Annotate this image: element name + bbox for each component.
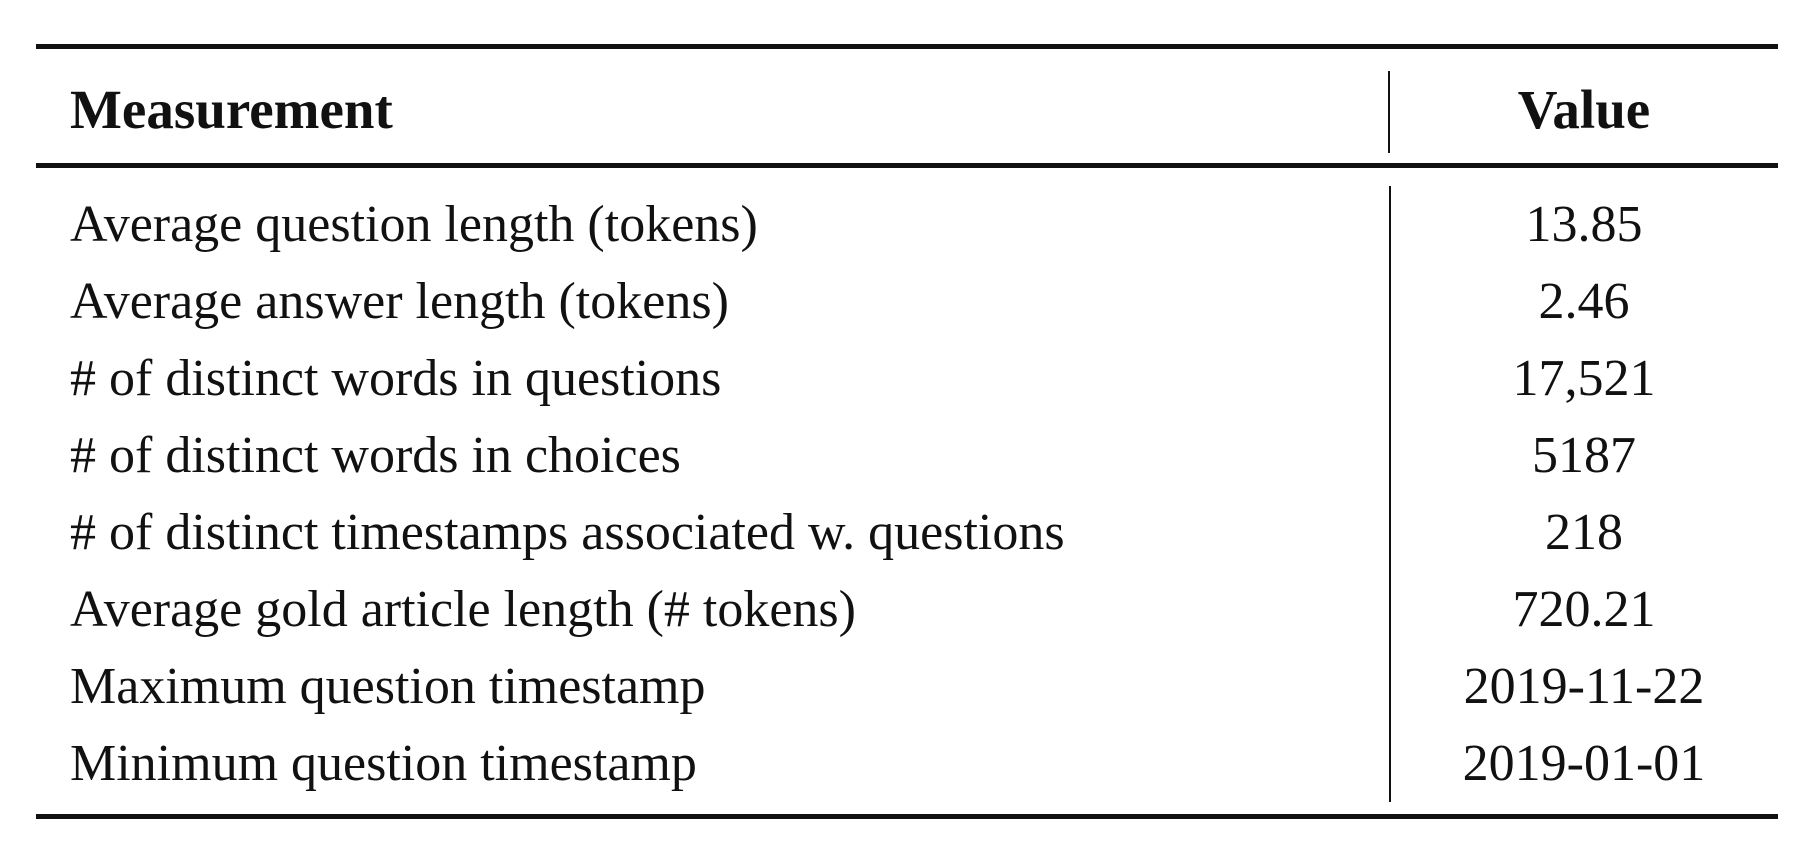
measurement-cell: Average gold article length (# tokens) — [70, 581, 856, 638]
measurement-cell: # of distinct words in choices — [70, 427, 681, 484]
value-cell: 2.46 — [1538, 273, 1630, 330]
measurement-cell: # of distinct words in questions — [70, 350, 722, 407]
bottom-rule — [36, 814, 1778, 819]
body-column-divider — [1389, 186, 1391, 802]
table-row: Maximum question timestamp 2019-11-22 — [36, 648, 1778, 725]
value-cell: 2019-11-22 — [1463, 658, 1705, 715]
header-column-divider — [1388, 71, 1390, 153]
table-body: Average question length (tokens) 13.85 A… — [36, 168, 1778, 814]
header-row: Measurement Value — [36, 55, 1778, 163]
measurement-cell: Minimum question timestamp — [70, 735, 697, 792]
table-row: Average answer length (tokens) 2.46 — [36, 263, 1778, 340]
header-value: Value — [1390, 55, 1778, 163]
measurement-cell: Maximum question timestamp — [70, 658, 706, 715]
mid-rule — [36, 163, 1778, 168]
table-row: Minimum question timestamp 2019-01-01 — [36, 725, 1778, 802]
table-row: Average gold article length (# tokens) 7… — [36, 571, 1778, 648]
measurement-cell: # of distinct timestamps associated w. q… — [70, 504, 1065, 561]
table-row: Average question length (tokens) 13.85 — [36, 186, 1778, 263]
table-row: # of distinct words in questions 17,521 — [36, 340, 1778, 417]
value-cell: 2019-01-01 — [1462, 735, 1706, 792]
table-row: # of distinct words in choices 5187 — [36, 417, 1778, 494]
header-value-label: Value — [1517, 78, 1651, 140]
measurement-cell: Average answer length (tokens) — [70, 273, 729, 330]
value-cell: 720.21 — [1512, 581, 1656, 638]
table-row: # of distinct timestamps associated w. q… — [36, 494, 1778, 571]
top-rule — [36, 44, 1778, 49]
measurement-cell: Average question length (tokens) — [70, 196, 758, 253]
value-cell: 5187 — [1532, 427, 1636, 484]
value-cell: 218 — [1545, 504, 1623, 561]
header-measurement-label: Measurement — [70, 78, 393, 140]
statistics-table: Measurement Value Average question lengt… — [36, 44, 1778, 819]
value-cell: 17,521 — [1512, 350, 1656, 407]
value-cell: 13.85 — [1525, 196, 1643, 253]
header-measurement: Measurement — [36, 55, 1390, 163]
